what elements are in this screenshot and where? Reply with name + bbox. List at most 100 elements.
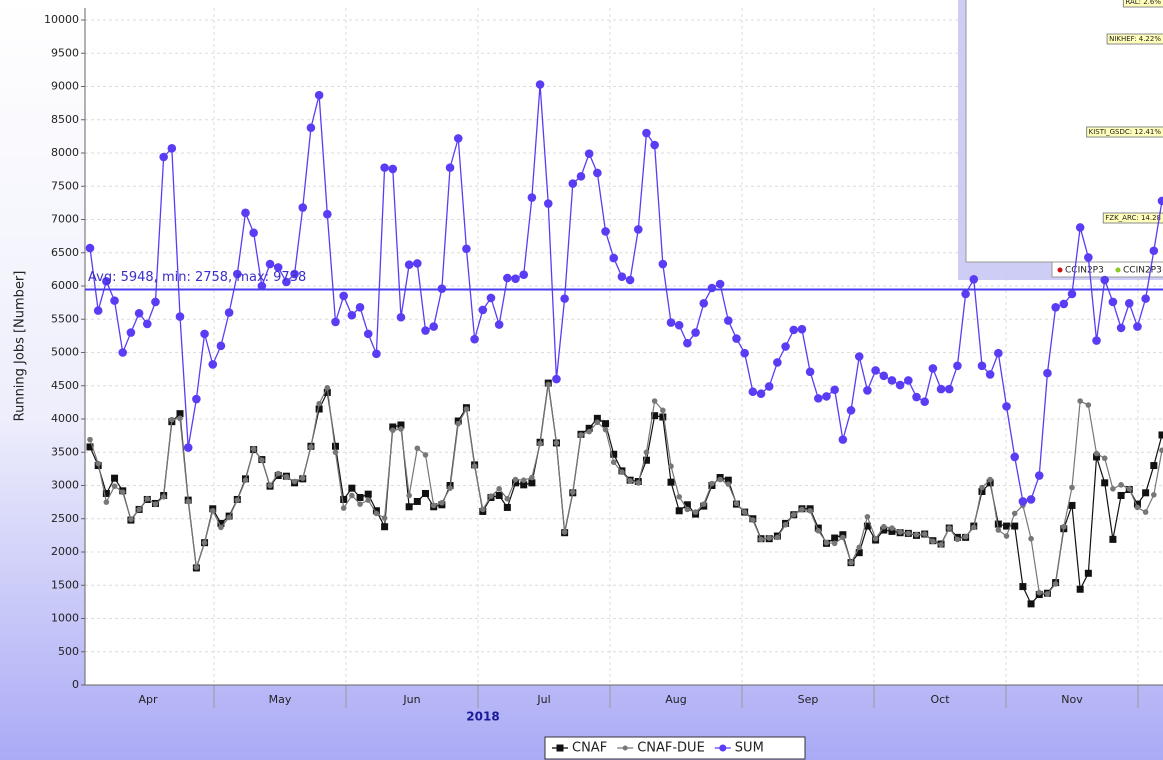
point (584, 149, 594, 158)
point (594, 419, 601, 426)
point (709, 480, 715, 487)
point (463, 406, 470, 412)
point (192, 394, 201, 404)
point (528, 479, 536, 487)
point (1085, 402, 1092, 408)
point (954, 536, 961, 543)
point (846, 406, 856, 415)
point (1100, 275, 1110, 285)
point (331, 442, 339, 450)
point (1149, 246, 1159, 256)
point (602, 420, 610, 428)
point (675, 507, 683, 515)
point (339, 291, 348, 301)
point (1159, 447, 1163, 454)
point (414, 445, 421, 452)
point (856, 544, 863, 551)
point (651, 398, 658, 404)
point (1011, 510, 1018, 517)
point (545, 381, 552, 388)
legend-box (544, 736, 806, 760)
point (363, 329, 373, 339)
point (283, 474, 290, 480)
point (177, 415, 183, 422)
point (1134, 504, 1141, 511)
legend-swatch (556, 744, 564, 752)
point (290, 269, 299, 279)
point (355, 302, 365, 312)
point (1109, 535, 1117, 543)
point (667, 478, 675, 486)
point (357, 501, 363, 507)
point (871, 366, 880, 375)
point (995, 527, 1002, 533)
point (537, 440, 543, 447)
point (707, 283, 717, 293)
slice-label: KISTI_GSDC: 12.41% (1089, 128, 1162, 136)
point (692, 509, 699, 515)
point (773, 358, 782, 367)
point (316, 400, 322, 407)
point (118, 348, 128, 357)
point (1077, 398, 1083, 404)
point (503, 503, 511, 511)
point (349, 492, 355, 499)
slice-label-box (1086, 126, 1163, 138)
point (764, 382, 774, 391)
point (774, 534, 781, 541)
point (347, 310, 357, 320)
point (1043, 368, 1052, 378)
point (807, 507, 813, 514)
point (1018, 497, 1028, 506)
point (552, 374, 561, 384)
point (381, 515, 388, 521)
y-tick-label: 10000 (44, 13, 79, 26)
point (389, 427, 396, 434)
point (398, 426, 404, 432)
point (151, 297, 160, 307)
point (1101, 479, 1109, 487)
point (422, 489, 430, 497)
y-tick-label: 500 (58, 645, 79, 658)
point (306, 123, 316, 133)
point (265, 259, 275, 269)
point (619, 469, 625, 476)
overlay-legend-label: CCIN2P3 (1123, 266, 1162, 276)
point (176, 410, 184, 418)
point (887, 376, 897, 385)
point (1142, 509, 1149, 515)
point (372, 349, 381, 359)
point (732, 334, 741, 343)
point (356, 493, 364, 501)
point (593, 168, 602, 178)
point (815, 527, 822, 534)
point (397, 421, 405, 429)
point (766, 535, 773, 541)
point (1076, 585, 1084, 593)
legend-label: CNAF-DUE (637, 741, 705, 756)
slice-label: NIKHEF: 4.22% (1109, 35, 1161, 43)
point (633, 225, 643, 234)
point (183, 443, 193, 452)
point (758, 536, 764, 543)
point (676, 494, 682, 500)
point (782, 521, 789, 528)
point (831, 534, 839, 542)
y-tick-label: 3000 (51, 479, 79, 492)
point (854, 352, 864, 361)
point (111, 474, 119, 482)
point (462, 244, 471, 254)
point (1069, 484, 1075, 491)
y-tick-label: 4500 (51, 379, 79, 392)
legend-swatch (622, 745, 628, 751)
x-axis-title: 2018 (466, 710, 499, 724)
point (1044, 591, 1051, 597)
overlay-legend-label: CCIN2P3 (1065, 266, 1104, 276)
point (471, 463, 478, 470)
point (1036, 589, 1043, 596)
point (642, 456, 650, 464)
point (119, 489, 126, 495)
point (520, 481, 528, 489)
point (946, 525, 953, 531)
